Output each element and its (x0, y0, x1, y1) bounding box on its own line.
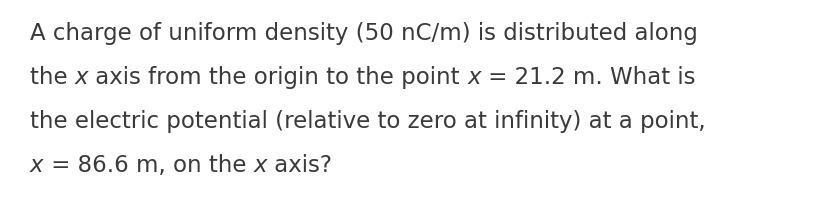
Text: x: x (30, 154, 44, 177)
Text: the electric potential (relative to zero at infinity) at a point,: the electric potential (relative to zero… (30, 110, 705, 133)
Text: A charge of uniform density (50 nC/m) is distributed along: A charge of uniform density (50 nC/m) is… (30, 22, 697, 45)
Text: the: the (30, 66, 74, 89)
Text: x: x (466, 66, 480, 89)
Text: x: x (74, 66, 88, 89)
Text: = 86.6 m, on the: = 86.6 m, on the (44, 154, 253, 177)
Text: axis?: axis? (266, 154, 332, 177)
Text: x: x (253, 154, 266, 177)
Text: = 21.2 m. What is: = 21.2 m. What is (480, 66, 695, 89)
Text: axis from the origin to the point: axis from the origin to the point (88, 66, 466, 89)
